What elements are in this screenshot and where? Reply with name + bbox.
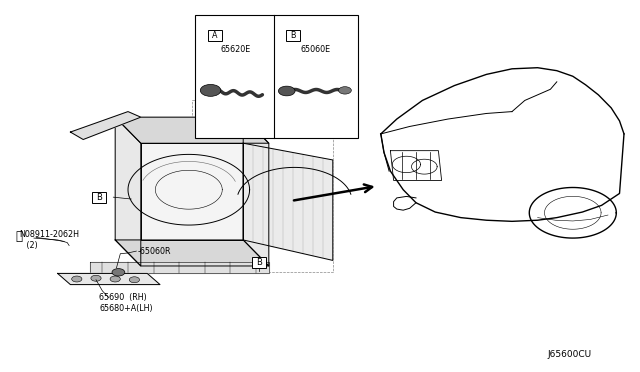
Circle shape [200, 84, 221, 96]
Text: N08911-2062H
   (2): N08911-2062H (2) [19, 230, 79, 250]
Text: B: B [291, 31, 296, 40]
Text: 65690  (RH)
65680+A(LH): 65690 (RH) 65680+A(LH) [99, 294, 153, 313]
Text: B: B [256, 258, 262, 267]
FancyBboxPatch shape [207, 86, 221, 97]
FancyBboxPatch shape [286, 30, 300, 41]
Polygon shape [141, 143, 243, 240]
Polygon shape [243, 117, 269, 266]
FancyBboxPatch shape [92, 192, 106, 203]
FancyBboxPatch shape [252, 257, 266, 268]
Polygon shape [70, 112, 141, 140]
Circle shape [72, 276, 82, 282]
Polygon shape [58, 273, 160, 285]
Polygon shape [115, 240, 269, 266]
Circle shape [112, 269, 125, 276]
Circle shape [91, 275, 101, 281]
Bar [195, 15, 358, 138]
Circle shape [110, 276, 120, 282]
Polygon shape [243, 143, 333, 260]
Text: A: A [212, 87, 217, 96]
FancyBboxPatch shape [208, 30, 222, 41]
Text: Ⓝ: Ⓝ [16, 230, 22, 243]
Text: 65060E: 65060E [301, 45, 331, 54]
Circle shape [339, 87, 351, 94]
Circle shape [278, 86, 295, 96]
Polygon shape [90, 262, 269, 273]
Text: J65600CU: J65600CU [547, 350, 591, 359]
Text: 65620E: 65620E [221, 45, 251, 54]
Text: B: B [96, 193, 102, 202]
Circle shape [129, 277, 140, 283]
Text: -65060R: -65060R [138, 247, 171, 256]
Polygon shape [115, 117, 269, 143]
Text: A: A [212, 31, 218, 40]
Polygon shape [115, 117, 141, 266]
